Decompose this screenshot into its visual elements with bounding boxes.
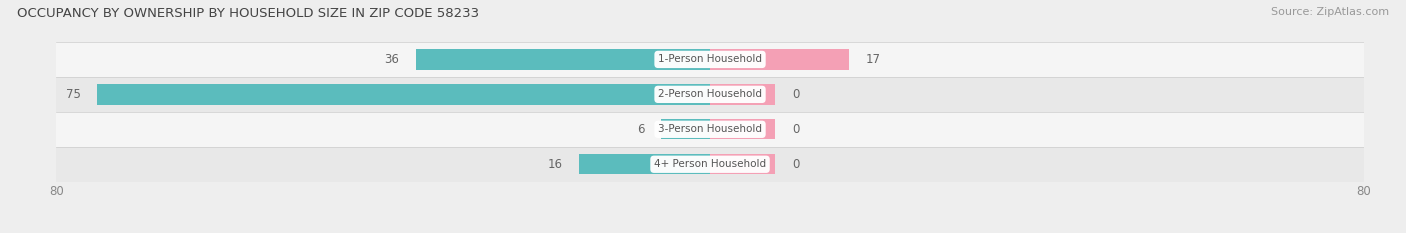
Bar (661, 119, 710, 139)
Text: 75: 75 (66, 88, 80, 101)
Text: 16: 16 (548, 158, 562, 171)
Text: OCCUPANCY BY OWNERSHIP BY HOUSEHOLD SIZE IN ZIP CODE 58233: OCCUPANCY BY OWNERSHIP BY HOUSEHOLD SIZE… (17, 7, 479, 20)
Text: 36: 36 (385, 53, 399, 66)
Bar (56, 112, 1364, 147)
Text: 0: 0 (792, 123, 799, 136)
Text: 1-Person Household: 1-Person Household (658, 55, 762, 64)
Text: 0: 0 (792, 158, 799, 171)
Bar (579, 154, 710, 174)
Bar (710, 84, 776, 105)
Bar (710, 154, 776, 174)
Text: 3-Person Household: 3-Person Household (658, 124, 762, 134)
Bar (56, 147, 1364, 182)
Bar (97, 84, 710, 105)
Text: Source: ZipAtlas.com: Source: ZipAtlas.com (1271, 7, 1389, 17)
Bar (56, 42, 1364, 77)
Bar (416, 49, 710, 69)
Text: 4+ Person Household: 4+ Person Household (654, 159, 766, 169)
Bar (710, 119, 776, 139)
Text: 0: 0 (792, 88, 799, 101)
Text: 2-Person Household: 2-Person Household (658, 89, 762, 99)
Text: 6: 6 (637, 123, 644, 136)
Text: 17: 17 (865, 53, 880, 66)
Bar (56, 77, 1364, 112)
Bar (710, 49, 849, 69)
